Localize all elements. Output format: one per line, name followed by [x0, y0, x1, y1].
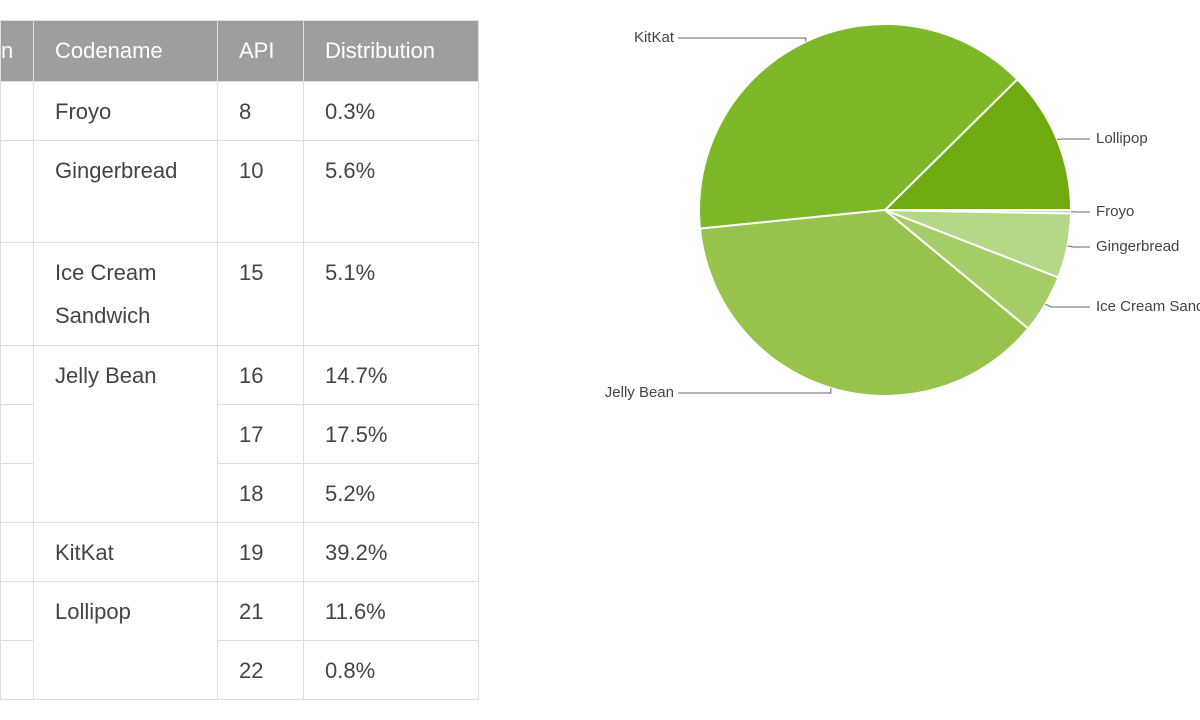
table-row: 22 0.8% — [0, 640, 479, 700]
version-cell — [0, 463, 34, 523]
header-cell: Distribution — [303, 20, 479, 82]
version-cell — [0, 640, 34, 700]
table-row: Jelly Bean 16 14.7% — [0, 345, 479, 523]
table-row: 17 17.5% — [0, 404, 479, 464]
slice-label: KitKat — [634, 29, 675, 46]
api-cell: 8 — [217, 81, 304, 141]
leader-line — [1067, 245, 1090, 248]
slice-label: Gingerbread — [1096, 238, 1179, 255]
slice-label: Jelly Bean — [605, 384, 674, 401]
distribution-cell: 5.1% — [303, 242, 479, 346]
slice-label: Lollipop — [1096, 130, 1148, 147]
pie-slice — [882, 77, 1073, 211]
pie-slice — [698, 23, 1019, 230]
slice-label: Ice Cream Sandwich — [1096, 298, 1200, 315]
codename-cell: Lollipop — [33, 581, 218, 700]
version-table: n Codename API Distribution Froyo 8 0.3% Gi… — [0, 20, 479, 700]
distribution-cell: 11.6% — [303, 581, 479, 641]
version-cell — [0, 581, 34, 641]
api-cell: 16 — [217, 345, 304, 405]
distribution-cell: 17.5% — [303, 404, 479, 464]
table-row: 18 5.2% — [0, 463, 479, 523]
leader-line — [678, 37, 807, 42]
api-cell: 15 — [217, 242, 304, 346]
leader-line — [678, 387, 832, 394]
table-row: Ice Cream Sandwich 15 5.1% — [0, 242, 479, 346]
header-cell: n — [0, 20, 34, 82]
pie-slice — [698, 208, 1030, 397]
codename-cell: Ice Cream Sandwich — [33, 242, 218, 346]
codename-cell: Jelly Bean — [33, 345, 218, 523]
api-cell: 22 — [217, 640, 304, 700]
api-cell: 17 — [217, 404, 304, 464]
table-row: Gingerbread 10 5.6% — [0, 140, 479, 243]
distribution-cell: 5.2% — [303, 463, 479, 523]
distribution-cell: 0.3% — [303, 81, 479, 141]
header-row: n Codename API Distribution — [0, 20, 479, 82]
leader-line — [1045, 303, 1090, 308]
table-row: Froyo 8 0.3% — [0, 81, 479, 141]
distribution-cell: 0.8% — [303, 640, 479, 700]
slice-label: Froyo — [1096, 203, 1134, 220]
api-cell: 10 — [217, 140, 304, 243]
table-row: Lollipop 21 11.6% — [0, 581, 479, 700]
distribution-cell: 5.6% — [303, 140, 479, 243]
